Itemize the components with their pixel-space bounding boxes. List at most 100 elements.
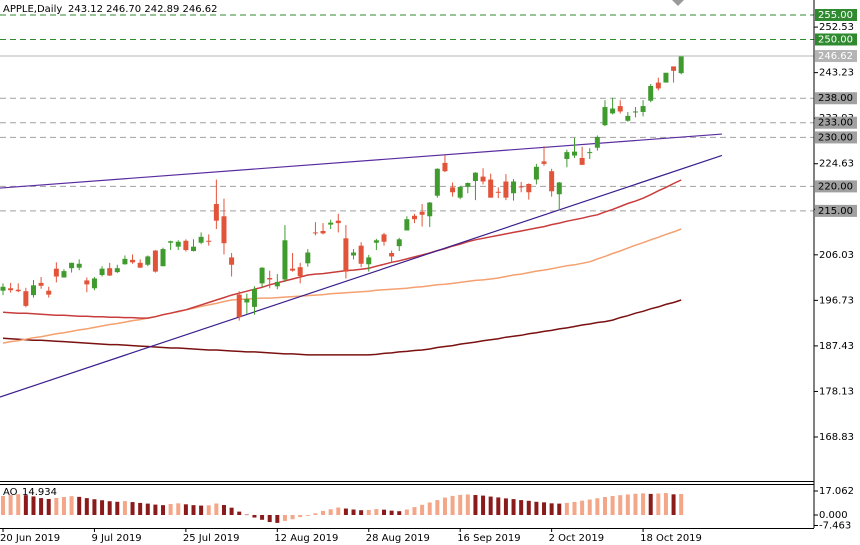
ao-bar bbox=[587, 499, 592, 516]
candle-body bbox=[602, 107, 608, 126]
ao-bar bbox=[183, 504, 188, 516]
candle-body bbox=[76, 263, 82, 268]
y-tick-label: 243.23 bbox=[819, 68, 854, 79]
ao-bar bbox=[557, 503, 562, 516]
candle-body bbox=[69, 262, 75, 269]
candle-body bbox=[91, 278, 97, 289]
ao-bar bbox=[267, 515, 272, 523]
ao-bar bbox=[46, 498, 51, 516]
ao-bar bbox=[321, 510, 326, 516]
ao-bar bbox=[275, 515, 280, 523]
candle-body bbox=[290, 268, 296, 271]
ao-bar bbox=[328, 509, 333, 516]
candle-body bbox=[38, 282, 44, 286]
ao-bar bbox=[496, 497, 501, 516]
candle-body bbox=[107, 268, 113, 276]
candle-body bbox=[251, 289, 257, 307]
ao-bar bbox=[549, 503, 554, 516]
level-label: 233.00 bbox=[818, 118, 853, 129]
ao-bar bbox=[130, 502, 135, 516]
level-label-box bbox=[815, 8, 857, 21]
y-tick-label: 252.53 bbox=[819, 22, 854, 33]
candle-body bbox=[648, 85, 654, 101]
ao-bar bbox=[161, 505, 166, 516]
ao-bar bbox=[511, 499, 516, 516]
ao-bar bbox=[481, 495, 486, 516]
candle-body bbox=[46, 290, 52, 295]
ao-bar bbox=[77, 496, 82, 516]
ao-bar bbox=[100, 500, 105, 516]
trendline bbox=[0, 154, 723, 398]
ao-bar bbox=[107, 501, 112, 516]
ao-bar bbox=[404, 509, 409, 516]
candle-body bbox=[625, 115, 631, 121]
level-label: 250.00 bbox=[818, 34, 853, 45]
candle-body bbox=[152, 250, 158, 272]
ao-bar bbox=[679, 493, 684, 516]
candle-body bbox=[427, 202, 433, 217]
candle-body bbox=[434, 168, 440, 196]
candle-body bbox=[8, 288, 14, 291]
ao-bar bbox=[412, 507, 417, 516]
candle-body bbox=[221, 216, 227, 244]
symbol-title: APPLE,Daily bbox=[3, 4, 62, 15]
ao-bar bbox=[305, 515, 310, 516]
candle-body bbox=[389, 253, 395, 257]
moving-average-line bbox=[2, 299, 682, 356]
last-price-label: 246.62 bbox=[818, 51, 853, 62]
ao-bar bbox=[282, 515, 287, 521]
candle-body bbox=[137, 262, 143, 268]
ao-bar bbox=[580, 500, 585, 516]
candle-body bbox=[282, 240, 288, 280]
ao-bar bbox=[290, 515, 295, 520]
candle-body bbox=[617, 106, 623, 112]
candle-body bbox=[53, 268, 59, 277]
candle-body bbox=[61, 271, 67, 278]
ao-bar bbox=[374, 509, 379, 516]
ao-bar bbox=[663, 493, 668, 516]
candle-body bbox=[335, 220, 341, 224]
candle-body bbox=[450, 187, 456, 193]
ao-bar bbox=[244, 514, 249, 516]
ao-bar bbox=[427, 502, 432, 516]
ao-bar bbox=[115, 501, 120, 516]
ao-tick-label: -7.463 bbox=[819, 521, 851, 532]
ao-bar bbox=[16, 494, 21, 516]
ao-bar bbox=[519, 500, 524, 516]
ao-bar bbox=[199, 505, 204, 516]
ao-bar bbox=[602, 496, 607, 516]
ao-bar bbox=[1, 496, 5, 516]
ao-bar bbox=[503, 498, 508, 516]
candle-body bbox=[229, 257, 235, 265]
candle-body bbox=[23, 291, 29, 306]
ao-bar bbox=[488, 496, 493, 516]
candle-body bbox=[213, 204, 219, 221]
ao-bar bbox=[442, 497, 447, 516]
candle-body bbox=[244, 299, 250, 303]
candle-body bbox=[518, 186, 524, 188]
x-tick-label: 18 Oct 2019 bbox=[640, 533, 702, 544]
candle-body bbox=[663, 72, 669, 83]
candle-body bbox=[343, 238, 349, 272]
ao-bar bbox=[648, 493, 653, 516]
level-label-box bbox=[815, 180, 857, 193]
ao-bar bbox=[92, 499, 97, 516]
ao-bar bbox=[153, 504, 158, 516]
candle-body bbox=[381, 234, 387, 242]
candle-body bbox=[442, 162, 448, 172]
candle-body bbox=[488, 179, 494, 198]
ao-bar bbox=[145, 503, 150, 516]
candle-body bbox=[236, 294, 242, 318]
candle-body bbox=[564, 152, 570, 159]
shift-marker[interactable] bbox=[672, 0, 684, 6]
ao-bar bbox=[336, 507, 341, 516]
candle-body bbox=[145, 256, 151, 265]
candle-body bbox=[632, 111, 638, 113]
candle-body bbox=[587, 152, 593, 154]
level-label: 238.00 bbox=[818, 93, 853, 104]
candle-body bbox=[373, 240, 379, 243]
level-label-box bbox=[815, 33, 857, 46]
candle-body bbox=[328, 222, 334, 225]
candle-body bbox=[655, 82, 661, 89]
